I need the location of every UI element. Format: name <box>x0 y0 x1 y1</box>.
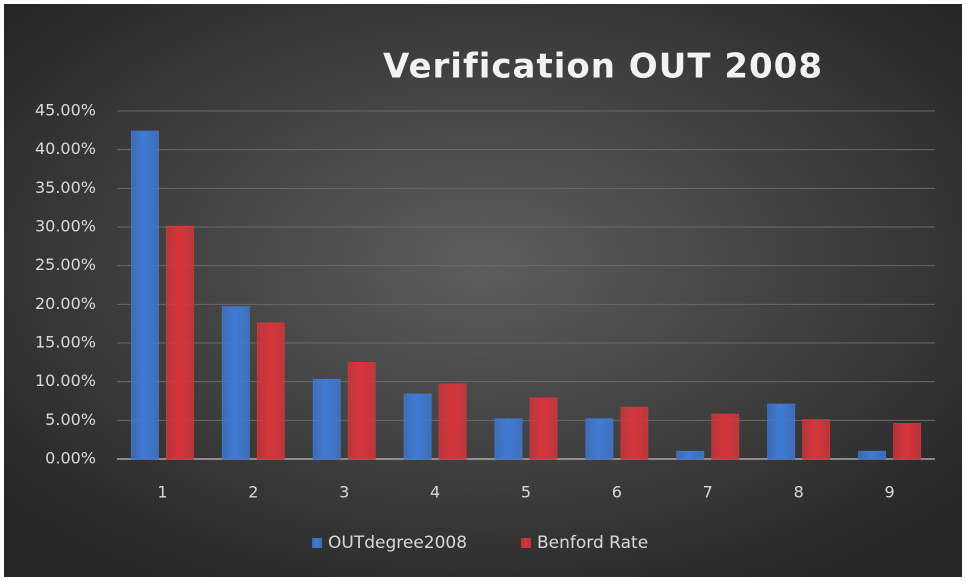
x-tick-label: 7 <box>703 483 713 502</box>
chart-background <box>4 4 962 577</box>
bar <box>347 361 376 460</box>
x-tick-label: 4 <box>430 483 440 502</box>
x-tick-label: 5 <box>521 483 531 502</box>
bar <box>893 423 921 460</box>
y-tick-label: 0.00% <box>45 449 96 468</box>
bar <box>620 406 649 460</box>
bar <box>256 322 285 460</box>
bar <box>312 378 341 460</box>
bar <box>802 419 831 460</box>
y-tick-label: 45.00% <box>35 101 96 120</box>
bar <box>494 418 523 460</box>
x-tick-label: 6 <box>612 483 622 502</box>
bar <box>529 397 558 460</box>
x-tick-label: 1 <box>157 483 167 502</box>
x-tick-label: 3 <box>339 483 349 502</box>
x-tick-label: 8 <box>794 483 804 502</box>
bar <box>585 418 614 460</box>
y-tick-label: 5.00% <box>45 410 96 429</box>
x-tick-label: 2 <box>248 483 258 502</box>
bar <box>767 403 796 460</box>
y-tick-label: 25.00% <box>35 255 96 274</box>
bar <box>858 450 886 460</box>
bar <box>221 306 250 460</box>
bar <box>131 130 159 460</box>
legend-marker <box>312 538 322 548</box>
y-tick-label: 10.00% <box>35 371 96 390</box>
legend-label: Benford Rate <box>537 533 648 553</box>
bar <box>676 450 705 460</box>
bar <box>166 225 194 460</box>
bar <box>711 413 740 460</box>
legend-marker <box>521 538 531 548</box>
bar <box>403 393 432 460</box>
chart-title: Verification OUT 2008 <box>383 47 823 87</box>
y-tick-label: 30.00% <box>35 217 96 236</box>
y-tick-label: 35.00% <box>35 178 96 197</box>
bar <box>438 383 467 460</box>
y-tick-label: 20.00% <box>35 294 96 313</box>
x-tick-label: 9 <box>884 483 894 502</box>
y-tick-label: 15.00% <box>35 333 96 352</box>
legend-label: OUTdegree2008 <box>328 533 467 553</box>
y-tick-label: 40.00% <box>35 139 96 158</box>
